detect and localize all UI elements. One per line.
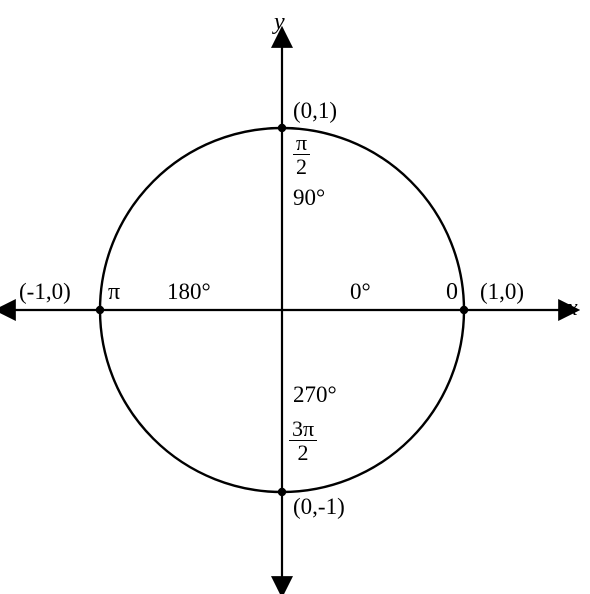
- rad-top-den: 2: [293, 155, 310, 178]
- y-axis-label: y: [274, 10, 285, 35]
- point-top: [278, 124, 286, 132]
- rad-right: 0: [446, 280, 458, 305]
- coord-right: (1,0): [480, 280, 524, 304]
- unit-circle-diagram: x y (1,0) 0 0° (0,1) π 2 90° (-1,0) π 18…: [0, 0, 590, 594]
- deg-left: 180°: [167, 280, 211, 304]
- deg-right: 0°: [350, 280, 371, 304]
- coord-top: (0,1): [293, 99, 337, 123]
- rad-bottom-den: 2: [289, 441, 317, 464]
- point-left: [96, 306, 104, 314]
- rad-top: π 2: [293, 131, 310, 178]
- deg-bottom: 270°: [293, 383, 337, 407]
- rad-bottom: 3π 2: [289, 417, 317, 464]
- x-axis-label: x: [567, 296, 578, 321]
- rad-left: π: [108, 280, 120, 305]
- rad-top-num: π: [293, 131, 310, 155]
- point-right: [460, 306, 468, 314]
- rad-bottom-num: 3π: [289, 417, 317, 441]
- deg-top: 90°: [293, 186, 325, 210]
- point-bottom: [278, 488, 286, 496]
- coord-left: (-1,0): [19, 280, 71, 304]
- coord-bottom: (0,-1): [293, 495, 345, 519]
